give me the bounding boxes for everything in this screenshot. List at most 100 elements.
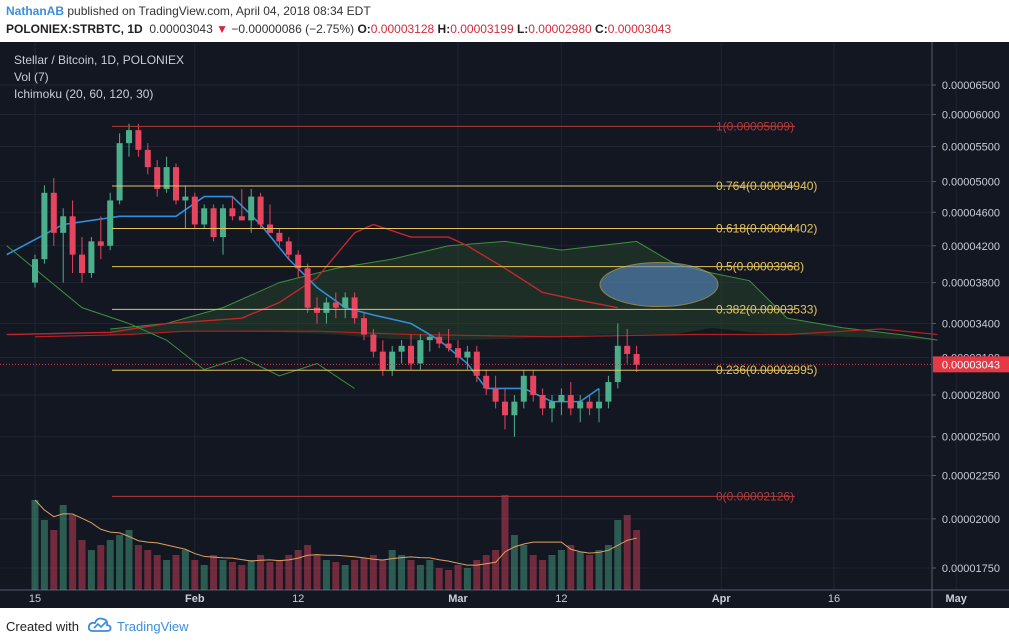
candle-body [163, 167, 170, 190]
high-value: 0.00003199 [450, 22, 514, 36]
price-chart[interactable]: 1(0.00005809) 0.764(0.00004940) 0.618(0.00… [0, 42, 1009, 608]
time-tick-label: 15 [29, 593, 41, 605]
price-tick-label: 0.00006000 [942, 109, 1000, 121]
volume-bar [529, 555, 537, 590]
volume-bar [492, 550, 500, 590]
tradingview-cloud-icon [88, 617, 112, 632]
candle-body [436, 336, 443, 344]
fib-label: 0.5(0.00003968) [716, 260, 804, 274]
down-arrow-icon: ▼ [216, 22, 228, 36]
time-tick-label: Mar [448, 593, 468, 605]
time-tick-label: May [945, 593, 967, 605]
volume-bar [557, 550, 565, 590]
price-tick-label: 0.00002800 [942, 390, 1000, 402]
volume-bar [40, 520, 48, 590]
candle-body [398, 345, 405, 352]
chart-header: NathanAB published on TradingView.com, A… [0, 0, 1009, 42]
price-tick-label: 0.00005000 [942, 177, 1000, 189]
candle-body [332, 302, 339, 308]
volume-bar [454, 565, 462, 590]
candle-body [220, 208, 226, 238]
volume-bar [163, 560, 171, 590]
volume-bar [78, 540, 86, 590]
candle-body [154, 167, 161, 190]
candle-body [549, 401, 555, 409]
price-tick-label: 0.00002000 [942, 514, 1000, 526]
candle-body [473, 351, 480, 376]
close-value: 0.00003043 [607, 22, 672, 36]
candle-body [107, 200, 114, 246]
candle-body [69, 216, 76, 255]
candle-body [511, 401, 518, 416]
volume-bar [633, 530, 641, 590]
volume-bar [539, 560, 547, 590]
volume-bar [322, 560, 330, 590]
volume-bar [482, 555, 490, 590]
price-tick-label: 0.00002500 [942, 432, 1000, 444]
volume-bar [200, 565, 208, 590]
current-price-label: 0.00003043 [942, 359, 1000, 371]
volume-bar [144, 550, 152, 590]
volume-bar [614, 520, 622, 590]
candle-body [97, 241, 104, 246]
highlight-ellipse[interactable] [599, 262, 719, 308]
volume-bar [97, 545, 105, 590]
candle-body [60, 216, 67, 233]
volume-bar [501, 495, 509, 590]
low-label: L: [516, 22, 529, 36]
price-tick-label: 0.00005500 [942, 141, 1000, 153]
candle-body [201, 208, 208, 225]
volume-bar [426, 560, 434, 590]
volume-bar [407, 560, 415, 590]
volume-bar [247, 560, 255, 590]
candle-body [50, 192, 57, 233]
candle-body [135, 130, 142, 150]
candle-body [530, 375, 537, 395]
fib-label: 0(0.00002126) [716, 489, 794, 503]
candle-body [88, 241, 95, 274]
volume-bar [604, 545, 612, 590]
volume-bar [341, 565, 349, 590]
chart-panel[interactable]: 1(0.00005809) 0.764(0.00004940) 0.618(0.00… [0, 42, 1009, 608]
candle-body [502, 401, 508, 416]
price-tick-label: 0.00006500 [942, 80, 1000, 92]
candle-body [79, 254, 85, 274]
author-link[interactable]: NathanAB [6, 4, 65, 18]
candle-body [257, 196, 264, 225]
volume-ma-line [34, 499, 637, 566]
tradingview-brand[interactable]: TradingView [117, 619, 189, 634]
volume-bar [116, 535, 124, 590]
volume-bar [360, 558, 368, 590]
candle-body [624, 345, 631, 354]
candle-body [492, 388, 499, 402]
close-label: C: [595, 22, 608, 36]
fib-label: 0.764(0.00004940) [716, 179, 817, 193]
price-tick-label: 0.00003800 [942, 278, 1000, 290]
volume-bar [332, 562, 340, 590]
candle-body [586, 401, 593, 409]
senkou-span-a [110, 240, 938, 341]
tenkan-line [6, 223, 618, 336]
volume-bar [50, 530, 58, 590]
candle-body [285, 241, 292, 255]
candle-body [229, 208, 236, 217]
fib-label: 0.382(0.00003533) [716, 302, 817, 316]
candle-body [323, 302, 330, 313]
volume-bar [285, 555, 293, 590]
volume-bar [181, 550, 189, 590]
open-label: O: [357, 22, 371, 36]
price-tick-label: 0.00002250 [942, 470, 1000, 482]
candle-body [248, 196, 255, 221]
volume-bar [595, 550, 603, 590]
candle-body [464, 351, 471, 358]
volume-bar [398, 555, 406, 590]
time-tick-label: 12 [292, 593, 304, 605]
candle-body [191, 196, 198, 225]
legend-ichimoku: Ichimoku (20, 60, 120, 30) [14, 87, 154, 101]
volume-bar [379, 560, 387, 590]
volume-bar [266, 562, 274, 590]
candle-body [144, 149, 151, 168]
legend-title: Stellar / Bitcoin, 1D, POLONIEX [14, 53, 185, 67]
publish-line: NathanAB published on TradingView.com, A… [6, 4, 371, 18]
fib-label: 0.236(0.00002995) [716, 363, 817, 377]
